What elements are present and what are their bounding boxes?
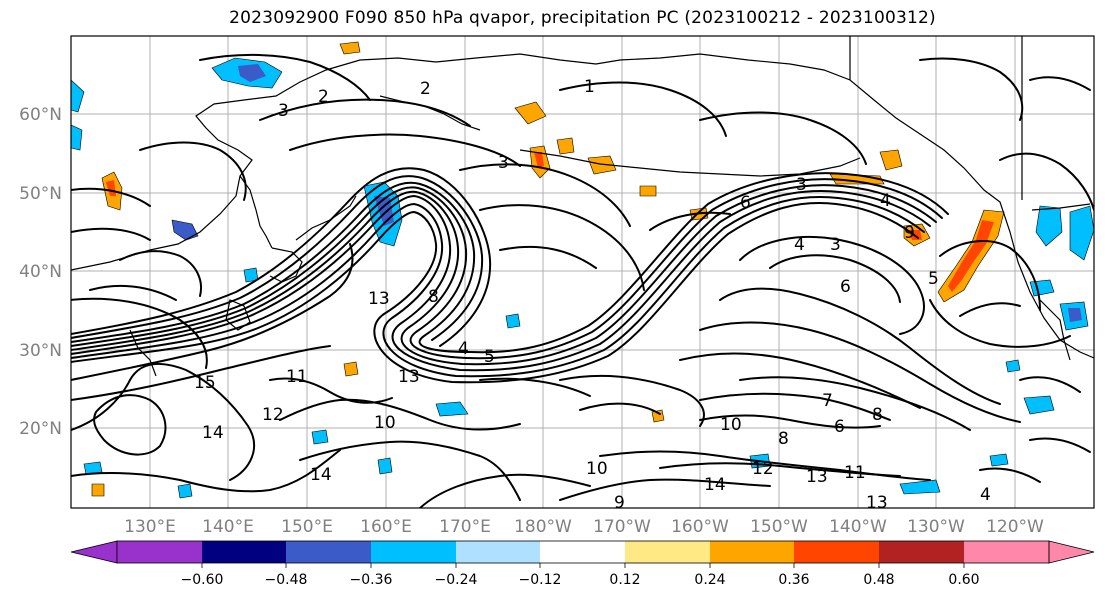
coastlines: [71, 36, 1094, 377]
colorbar: −0.60 −0.48 −0.36 −0.24 −0.12 0.12 0.24 0.36 0.4…: [70, 540, 1095, 588]
colorbar-cell: [879, 541, 964, 563]
contour-label: 11: [844, 463, 866, 483]
contour-label: 8: [428, 287, 439, 307]
contour-label: 3: [498, 153, 509, 173]
precip-shading: [71, 41, 1094, 499]
colorbar-tick-label: −0.12: [519, 572, 562, 588]
lon-label: 150°W: [750, 517, 808, 537]
lat-axis: 60°N 50°N 40°N 30°N 20°N: [19, 105, 62, 439]
contour-label: 14: [704, 475, 726, 495]
colorbar-cell: [456, 541, 540, 563]
colorbar-cell: [286, 541, 371, 563]
contour-label: 4: [458, 339, 469, 359]
colorbar-cell: [794, 541, 879, 563]
contour-label: 4: [980, 485, 991, 505]
contour-label: 6: [740, 193, 751, 213]
contour-label: 6: [840, 277, 851, 297]
map-panel: [71, 36, 1094, 508]
contour-label: 15: [194, 373, 216, 393]
contour-label: 2: [318, 87, 329, 107]
contour-label: 13: [368, 289, 390, 309]
lon-label: 140°E: [202, 517, 254, 537]
contour-label: 13: [806, 467, 828, 487]
colorbar-cell: [964, 541, 1049, 563]
contour-label: 4: [880, 191, 891, 211]
colorbar-tick-label: 0.60: [948, 572, 979, 588]
contour-label: 5: [484, 347, 495, 367]
colorbar-tick-label: 0.24: [694, 572, 725, 588]
lon-label: 170°W: [593, 517, 651, 537]
colorbar-tick-label: −0.36: [350, 572, 393, 588]
lon-label: 150°E: [281, 517, 333, 537]
contour-label: 13: [866, 493, 888, 513]
contour-label: 10: [720, 415, 742, 435]
lat-label: 30°N: [19, 341, 62, 361]
graticule: [71, 36, 1094, 508]
map-frame: [70, 35, 1095, 509]
colorbar-extend-high: [1048, 540, 1095, 564]
colorbar-extend-low: [70, 540, 118, 564]
lon-label: 130°W: [907, 517, 965, 537]
lon-label: 170°E: [439, 517, 491, 537]
contour-label: 13: [398, 367, 420, 387]
contour-label: 1: [584, 77, 595, 97]
contour-label: 10: [374, 413, 396, 433]
contour-label: 14: [310, 465, 332, 485]
lon-label: 120°W: [986, 517, 1044, 537]
colorbar-tick-label: 0.36: [778, 572, 809, 588]
colorbar-cell: [625, 541, 710, 563]
lat-label: 60°N: [19, 105, 62, 125]
contour-label: 7: [822, 391, 833, 411]
lon-label: 160°W: [671, 517, 729, 537]
colorbar-tick-label: −0.48: [265, 572, 308, 588]
lat-label: 50°N: [19, 184, 62, 204]
contour-label: 2: [420, 79, 431, 99]
contour-label: 8: [872, 405, 883, 425]
colorbar-cell: [371, 541, 456, 563]
contour-label: 9: [904, 223, 915, 243]
lat-label: 40°N: [19, 262, 62, 282]
contour-labels: 2 2 1 3 3 3 6 4 3 4 6 5 9 13 8 4 5 11 13…: [194, 77, 991, 513]
colorbar-tick-label: 0.12: [609, 572, 640, 588]
lat-label: 20°N: [19, 419, 62, 439]
colorbar-cell: [710, 541, 794, 563]
contour-label: 8: [778, 429, 789, 449]
contour-label: 10: [586, 459, 608, 479]
contour-label: 4: [794, 235, 805, 255]
lon-label: 130°E: [124, 517, 176, 537]
colorbar-cell: [117, 541, 202, 563]
contour-label: 3: [796, 175, 807, 195]
qvapor-contours: [71, 53, 1094, 508]
contour-label: 3: [830, 235, 841, 255]
contour-label: 14: [202, 423, 224, 443]
contour-label: 6: [834, 417, 845, 437]
contour-label: 5: [928, 269, 939, 289]
contour-label: 3: [278, 101, 289, 121]
colorbar-cell: [202, 541, 286, 563]
contour-label: 12: [752, 459, 774, 479]
lon-label: 160°E: [360, 517, 412, 537]
lon-label: 180°W: [514, 517, 572, 537]
colorbar-tick-label: −0.24: [435, 572, 478, 588]
map-title: 2023092900 F090 850 hPa qvapor, precipit…: [229, 8, 936, 28]
lon-label: 140°W: [829, 517, 887, 537]
colorbar-tick-label: −0.60: [181, 572, 224, 588]
colorbar-cell: [540, 541, 625, 563]
contour-label: 9: [614, 493, 625, 513]
lon-axis: 130°E 140°E 150°E 160°E 170°E 180°W 170°…: [124, 517, 1044, 537]
contour-label: 11: [286, 367, 308, 387]
contour-label: 12: [262, 405, 284, 425]
colorbar-tick-label: 0.48: [863, 572, 894, 588]
